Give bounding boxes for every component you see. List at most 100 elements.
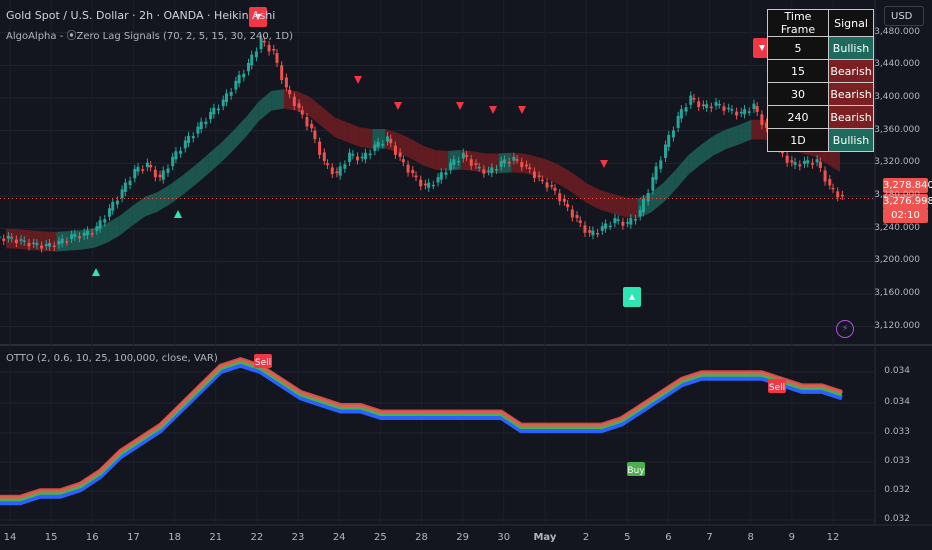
bull-candle xyxy=(684,107,688,112)
currency-selector[interactable]: USD xyxy=(884,6,924,26)
bull-candle xyxy=(136,166,140,172)
time-tick-label: 30 xyxy=(497,532,511,543)
bear-candle xyxy=(765,122,769,129)
buy-signal-triangle xyxy=(174,210,182,218)
bear-candle xyxy=(297,103,301,108)
strong-sell-arrow xyxy=(255,14,261,20)
time-tick-label: 5 xyxy=(624,532,631,543)
bear-candle xyxy=(540,179,544,182)
bull-candle xyxy=(747,111,751,113)
bear-candle xyxy=(735,111,739,116)
bear-candle xyxy=(335,171,339,174)
bear-candle xyxy=(40,245,44,249)
bear-band-segment xyxy=(574,174,588,204)
bear-candle xyxy=(284,77,288,88)
bear-candle xyxy=(515,159,519,161)
bull-candle xyxy=(495,169,499,171)
sell-signal-triangle xyxy=(600,160,608,168)
osc-sell-label xyxy=(768,379,786,393)
bear-candle xyxy=(414,175,418,178)
bear-band-segment xyxy=(423,145,436,170)
bear-candle xyxy=(465,155,469,157)
bull-candle xyxy=(360,156,364,159)
osc-signal-text: Buy xyxy=(627,466,645,476)
bear-band-segment xyxy=(309,96,322,127)
bear-candle xyxy=(558,193,562,202)
price-tick-label: 3,120.000 xyxy=(874,320,920,331)
bear-candle xyxy=(356,156,360,161)
bull-candle xyxy=(115,200,119,205)
bear-candle xyxy=(78,236,82,239)
table-cell-tf: 15 xyxy=(767,59,829,83)
bull-band-segment xyxy=(208,143,221,174)
bear-candle xyxy=(524,164,528,167)
bear-candle xyxy=(153,169,157,178)
time-tick-label: 14 xyxy=(3,532,17,543)
bull-band-segment xyxy=(701,135,714,165)
bull-candle xyxy=(250,54,254,66)
bull-candle xyxy=(82,232,86,236)
osc-tick-label: 0.033 xyxy=(884,456,910,466)
price-tick-label: 3,200.000 xyxy=(874,255,920,266)
bear-candle xyxy=(318,141,322,155)
bull-candle xyxy=(444,172,448,175)
bull-candle xyxy=(179,150,183,154)
osc-signal-text: Sell xyxy=(255,358,271,368)
bull-candle xyxy=(373,144,377,152)
bear-candle xyxy=(419,179,423,187)
bull-candle xyxy=(196,126,200,134)
price-tick-label: 3,160.000 xyxy=(874,288,920,298)
bull-candle xyxy=(502,159,506,164)
table-cell-tf: 30 xyxy=(767,82,829,106)
bear-candle xyxy=(578,220,582,223)
bear-candle xyxy=(300,110,304,115)
bear-band-segment xyxy=(549,160,562,187)
bull-band-segment xyxy=(220,130,234,163)
bull-candle xyxy=(221,99,225,107)
indicator-legend[interactable]: AlgoAlpha - ⦿Zero Lag Signals (70, 2, 5,… xyxy=(6,31,294,42)
bear-candle xyxy=(393,145,397,155)
bull-candle xyxy=(646,193,650,202)
bull-candle xyxy=(351,154,355,156)
table-cell-signal: Bearish xyxy=(828,59,874,83)
bear-band-segment xyxy=(6,228,19,249)
bull-candle xyxy=(128,180,132,186)
table-cell-signal: Bullish xyxy=(828,128,874,152)
bull-candle xyxy=(35,243,39,245)
time-tick-label: May xyxy=(533,532,557,543)
bear-candle xyxy=(550,185,554,187)
bear-band-segment xyxy=(334,117,348,143)
bear-candle xyxy=(566,204,570,208)
bear-candle xyxy=(701,104,705,107)
bull-candle xyxy=(490,167,494,174)
price-tick-label: 3,480.000 xyxy=(874,26,920,37)
bull-candle xyxy=(689,95,693,105)
bull-candle xyxy=(439,172,443,180)
bull-candle xyxy=(591,230,595,236)
bear-candle xyxy=(65,241,69,243)
bull-candle xyxy=(752,103,756,109)
time-tick-label: 22 xyxy=(250,532,264,543)
table-cell-tf: 1D xyxy=(767,128,829,152)
bear-band-segment xyxy=(359,127,373,149)
bull-candle xyxy=(629,218,633,225)
bear-candle xyxy=(326,163,330,165)
lightning-icon[interactable]: ⚡ xyxy=(836,320,854,338)
bear-band-segment xyxy=(296,91,310,117)
bull-candle xyxy=(499,160,503,167)
bull-candle xyxy=(806,160,810,164)
price-tag-last: 3,276.998 xyxy=(883,194,932,209)
bear-candle xyxy=(305,117,309,127)
bull-candle xyxy=(120,189,124,199)
table-cell-tf: 5 xyxy=(767,36,829,60)
bear-candle xyxy=(322,152,326,161)
bear-candle xyxy=(709,106,713,109)
bear-candle xyxy=(90,233,94,235)
bull-candle xyxy=(427,182,431,188)
bull-candle xyxy=(385,136,389,142)
oscillator-legend[interactable]: OTTO (2, 0.6, 10, 25, 100,000, close, VA… xyxy=(6,353,218,364)
bear-candle xyxy=(697,101,701,107)
price-tick-label: 3,360.000 xyxy=(874,124,920,135)
bear-candle xyxy=(583,225,587,233)
bull-candle xyxy=(209,111,213,120)
